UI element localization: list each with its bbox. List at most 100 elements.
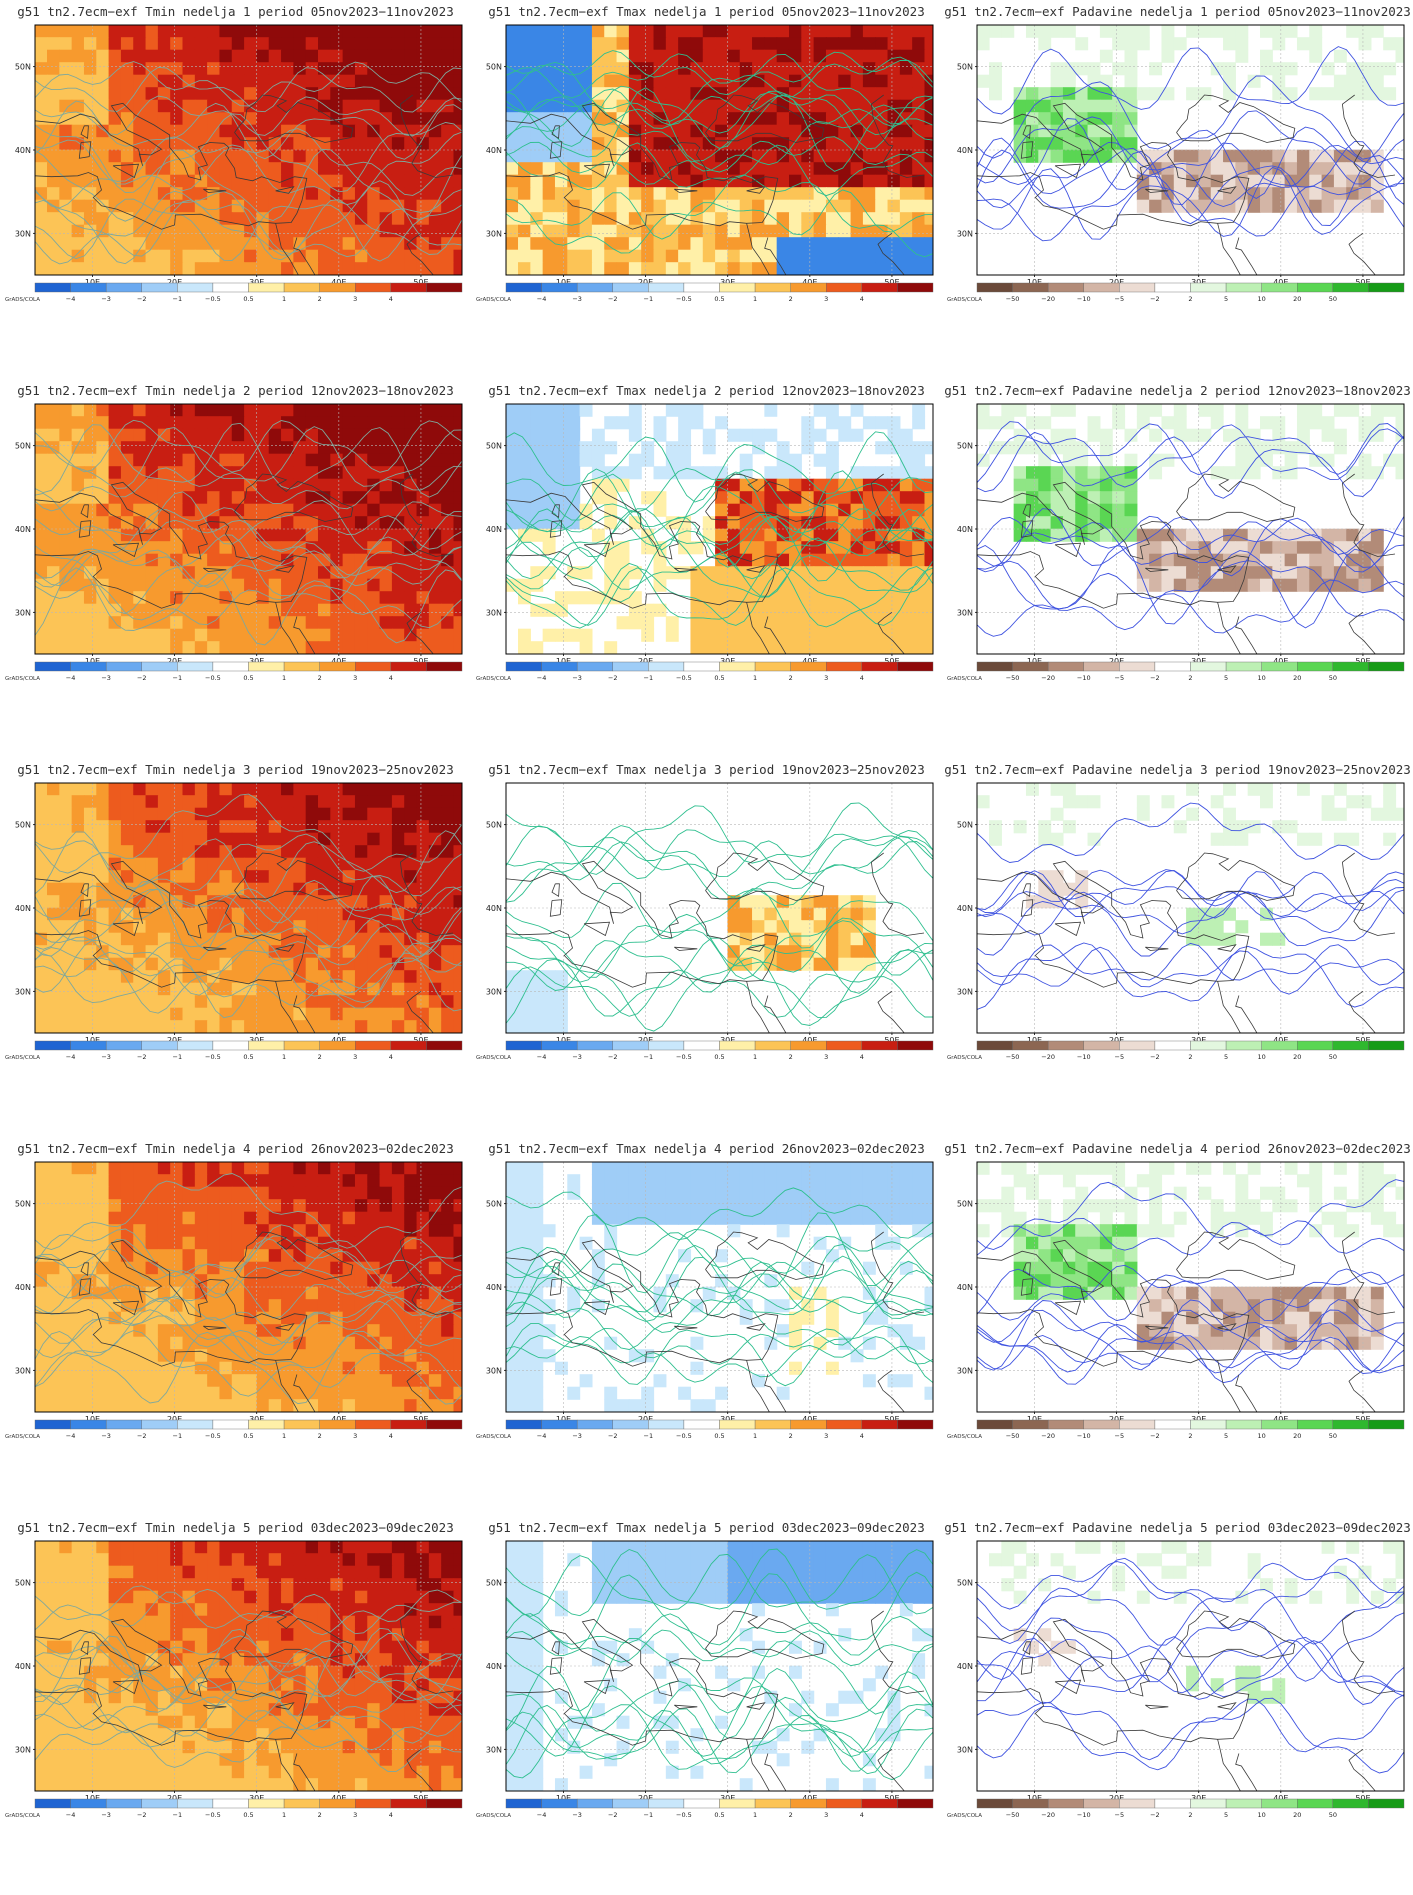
field-cell [256, 1299, 270, 1313]
field-cell [354, 553, 368, 567]
field-cell [428, 37, 442, 51]
field-cell [379, 1249, 393, 1263]
field-cell [579, 25, 593, 38]
field-cell [219, 1224, 233, 1238]
lon-tick-label: 30E [1191, 1036, 1206, 1045]
field-cell [244, 795, 258, 809]
field-cell [1346, 404, 1360, 417]
field-cell [899, 553, 913, 567]
field-cell [305, 62, 319, 76]
field-cell [35, 1261, 48, 1275]
contour-line [977, 431, 1404, 499]
lat-tick-label: 40N [15, 146, 31, 155]
field-cell [416, 1261, 430, 1275]
field-cell [231, 1236, 245, 1250]
field-cell [825, 87, 839, 101]
field-cell [305, 416, 319, 430]
field-cell [1050, 149, 1064, 163]
coastline [275, 186, 295, 194]
field-cell [281, 99, 294, 113]
field-cell [342, 603, 356, 617]
field-cell [591, 112, 605, 126]
field-cell [416, 832, 430, 846]
field-cell [35, 162, 48, 176]
field-cell [170, 616, 184, 630]
field-cell [1259, 932, 1273, 946]
colorbar-swatch [212, 661, 249, 672]
field-cell [702, 112, 716, 126]
field-cell [145, 249, 159, 263]
field-cell [899, 428, 913, 442]
contour-line [506, 87, 933, 172]
field-cell [231, 1286, 245, 1300]
field-cell [1333, 578, 1347, 592]
colorbar-label: −3 [101, 674, 111, 682]
field-cell [367, 491, 381, 505]
field-cell [83, 262, 97, 275]
field-cell [924, 628, 933, 642]
field-cell [231, 783, 245, 796]
field-cell [628, 199, 642, 213]
field-cell [391, 807, 405, 821]
field-cell [244, 478, 258, 492]
field-cell [441, 995, 455, 1009]
field-cell [1395, 466, 1404, 480]
field-cell [1025, 99, 1039, 113]
coastline [746, 223, 770, 275]
colorbar-label: −4 [66, 295, 76, 303]
field-cell [404, 1007, 418, 1021]
field-cell [59, 1311, 73, 1325]
colorbar-swatch [283, 1040, 320, 1051]
field-cell [542, 516, 556, 530]
field-cell [379, 25, 393, 38]
field-cell [604, 174, 618, 188]
field-cell [1087, 832, 1101, 846]
field-cell [207, 453, 221, 467]
field-cell [1075, 37, 1089, 51]
field-cell [47, 49, 60, 63]
field-cell [317, 74, 331, 88]
field-cell [579, 99, 593, 113]
field-cell [453, 845, 462, 859]
field-cell [133, 491, 147, 505]
field-cell [71, 566, 85, 580]
field-cell [379, 807, 393, 821]
field-cell [788, 37, 802, 51]
field-cell [591, 428, 605, 442]
field-cell [342, 1174, 356, 1188]
coastline [674, 567, 698, 572]
field-cell [1272, 162, 1286, 176]
field-cell [354, 1007, 368, 1021]
field-cell [887, 237, 901, 251]
field-cell [416, 99, 430, 113]
field-cell [231, 428, 245, 442]
field-cell [1210, 795, 1224, 809]
field-cell [330, 578, 344, 592]
field-cell [367, 149, 381, 163]
field-cell [293, 1162, 307, 1175]
field-cell [628, 453, 642, 467]
field-cell [1161, 416, 1175, 430]
field-cell [628, 237, 642, 251]
field-cell [219, 124, 233, 138]
field-cell [157, 99, 171, 113]
field-cell [35, 237, 48, 251]
field-cell [727, 920, 741, 934]
coastline [583, 163, 611, 179]
colorbar-swatch [1297, 661, 1334, 672]
field-cell [281, 807, 294, 821]
field-cell [133, 74, 147, 88]
colorbar-label: −50 [1006, 295, 1020, 303]
field-cell [367, 1286, 381, 1300]
field-cell [268, 1274, 282, 1288]
field-cell [231, 404, 245, 417]
field-cell [1247, 149, 1261, 163]
field-cell [379, 199, 393, 213]
field-cell [83, 945, 97, 959]
field-cell [1124, 528, 1138, 542]
field-cell [1333, 428, 1347, 442]
field-cell [1333, 832, 1347, 846]
field-cell [317, 591, 331, 605]
field-cell [899, 641, 913, 654]
field-cell [231, 74, 245, 88]
